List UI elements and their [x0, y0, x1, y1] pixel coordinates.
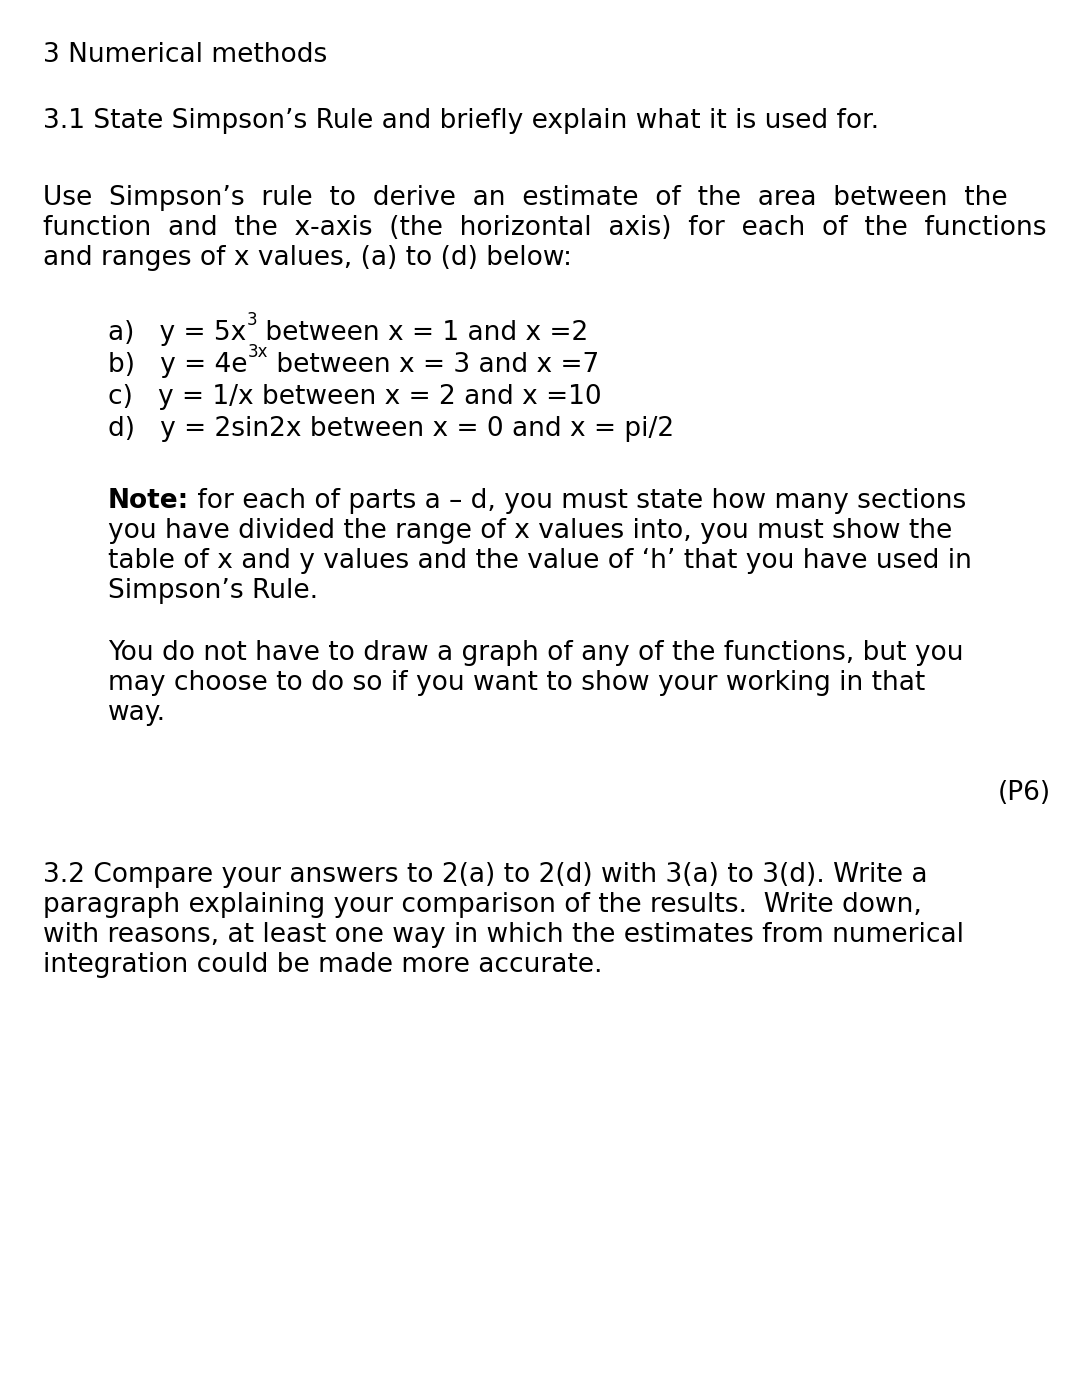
Text: with reasons, at least one way in which the estimates from numerical: with reasons, at least one way in which … [43, 922, 964, 948]
Text: Simpson’s Rule.: Simpson’s Rule. [108, 578, 318, 604]
Text: You do not have to draw a graph of any of the functions, but you: You do not have to draw a graph of any o… [108, 640, 963, 667]
Text: you have divided the range of x values into, you must show the: you have divided the range of x values i… [108, 518, 953, 543]
Text: table of x and y values and the value of ‘h’ that you have used in: table of x and y values and the value of… [108, 547, 972, 574]
Text: and ranges of x values, (a) to (d) below:: and ranges of x values, (a) to (d) below… [43, 245, 572, 272]
Text: 3: 3 [246, 312, 257, 330]
Text: integration could be made more accurate.: integration could be made more accurate. [43, 952, 603, 979]
Text: 3.2 Compare your answers to 2(a) to 2(d) with 3(a) to 3(d). Write a: 3.2 Compare your answers to 2(a) to 2(d)… [43, 862, 928, 888]
Text: 3x: 3x [247, 344, 268, 362]
Text: between x = 3 and x =7: between x = 3 and x =7 [268, 352, 599, 378]
Text: function  and  the  x-axis  (the  horizontal  axis)  for  each  of  the  functio: function and the x-axis (the horizontal … [43, 215, 1046, 241]
Text: Use  Simpson’s  rule  to  derive  an  estimate  of  the  area  between  the: Use Simpson’s rule to derive an estimate… [43, 184, 1007, 211]
Text: paragraph explaining your comparison of the results.  Write down,: paragraph explaining your comparison of … [43, 893, 921, 918]
Text: way.: way. [108, 700, 166, 726]
Text: a)   y = 5x: a) y = 5x [108, 320, 246, 346]
Text: b)   y = 4e: b) y = 4e [108, 352, 247, 378]
Text: (P6): (P6) [998, 780, 1051, 807]
Text: Note:: Note: [108, 488, 189, 514]
Text: may choose to do so if you want to show your working in that: may choose to do so if you want to show … [108, 669, 925, 696]
Text: 3.1 State Simpson’s Rule and briefly explain what it is used for.: 3.1 State Simpson’s Rule and briefly exp… [43, 108, 880, 134]
Text: d)   y = 2sin2x between x = 0 and x = pi/2: d) y = 2sin2x between x = 0 and x = pi/2 [108, 416, 674, 442]
Text: for each of parts a – d, you must state how many sections: for each of parts a – d, you must state … [189, 488, 967, 514]
Text: 3 Numerical methods: 3 Numerical methods [43, 42, 328, 68]
Text: c)   y = 1/x between x = 2 and x =10: c) y = 1/x between x = 2 and x =10 [108, 384, 601, 410]
Text: between x = 1 and x =2: between x = 1 and x =2 [257, 320, 589, 346]
